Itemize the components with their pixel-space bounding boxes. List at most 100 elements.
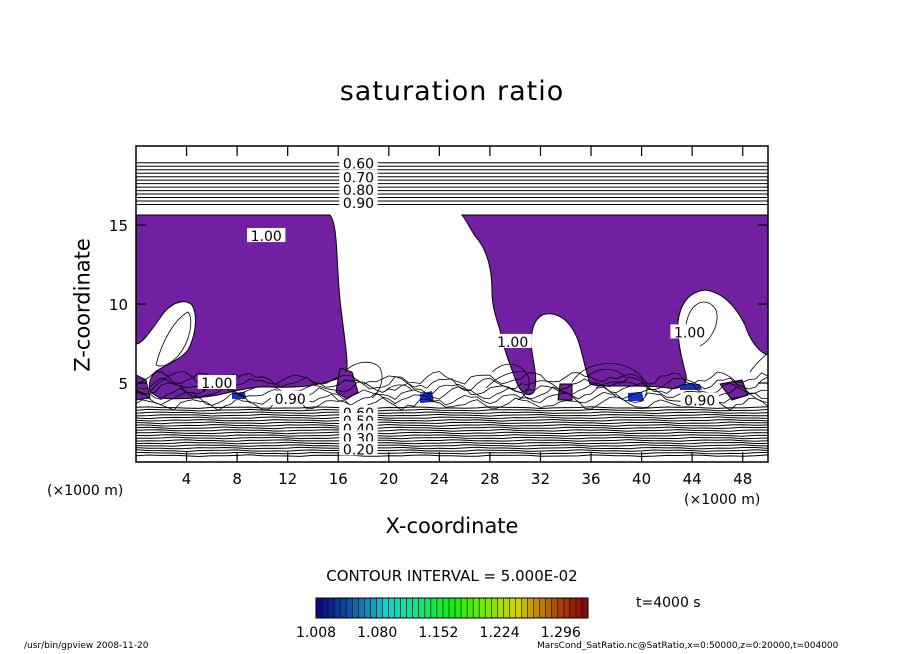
contour-line (136, 411, 768, 415)
contour-interval: CONTOUR INTERVAL = 5.000E-02 (326, 567, 578, 585)
colorbar-cell (406, 598, 413, 618)
x-tick-label: 32 (531, 470, 550, 488)
high-ratio-patch (628, 392, 644, 401)
x-tick-label: 8 (232, 470, 242, 488)
supersaturated-region (460, 214, 768, 396)
colorbar-cell (521, 598, 528, 618)
contour-line (685, 301, 718, 347)
x-tick-label: 4 (182, 470, 192, 488)
colorbar-tick-label: 1.152 (418, 625, 458, 641)
contour-line (136, 446, 768, 450)
colorbar-cell (515, 598, 522, 618)
y-tick-label: 5 (118, 375, 128, 393)
contour-label-bg (271, 390, 310, 405)
upper-contour-lines (136, 162, 768, 205)
supersaturated-region (719, 379, 749, 401)
colorbar-cell (455, 598, 462, 618)
colorbar-cell (442, 598, 449, 618)
contour-line (136, 423, 768, 427)
contour-line (595, 381, 641, 389)
colorbar-cell (334, 598, 341, 618)
footer-left: /usr/bin/gpview 2008-11-20 (24, 641, 149, 651)
plot-area: 0.600.700.800.901.001.000.901.001.000.90… (136, 155, 768, 458)
colorbar: 1.008 1.080 1.152 1.224 1.296 (296, 597, 589, 641)
contour-line (485, 371, 527, 389)
x-axis-ticks: 4 8 12 16 20 24 28 32 36 40 44 48 (182, 146, 752, 488)
contour-label: 0.60 (343, 156, 374, 172)
contour-line (136, 449, 768, 453)
contour-line (136, 376, 768, 391)
contour-label: 1.00 (251, 229, 282, 245)
colorbar-frame (315, 597, 589, 619)
colorbar-cell (527, 598, 534, 618)
contour-line (136, 444, 768, 447)
x-tick-label: 36 (581, 470, 600, 488)
colorbar-cell (479, 598, 486, 618)
colorbar-cell (509, 598, 516, 618)
footer-right: MarsCond_SatRatio.nc@SatRatio,x=0:50000,… (537, 641, 839, 651)
contour-line (136, 454, 768, 458)
contour-label-bg (339, 441, 378, 456)
colorbar-cell (358, 598, 365, 618)
contour-label-bg (339, 430, 378, 445)
colorbar-cell (340, 598, 347, 618)
contour-labels: 0.600.700.800.901.001.000.901.001.000.90… (197, 155, 719, 458)
contour-line (136, 391, 768, 406)
colorbar-cell (569, 598, 576, 618)
x-tick-label: 28 (480, 470, 499, 488)
y-axis-label: Z-coordinate (70, 238, 95, 372)
contour-label: 0.90 (275, 392, 306, 408)
contour-line (491, 363, 530, 401)
near-surface-contours (136, 301, 768, 411)
colorbar-cell (376, 598, 383, 618)
colorbar-tick-label: 1.296 (541, 625, 581, 641)
supersaturated-fill-layer (136, 214, 768, 403)
colorbar-cell (467, 598, 474, 618)
contour-line (136, 421, 768, 425)
y-tick-label: 15 (109, 217, 128, 235)
x-axis-label: X-coordinate (385, 514, 519, 538)
contour-line (571, 363, 648, 397)
colorbar-cell (418, 598, 425, 618)
contour-line (155, 311, 192, 367)
chart-title: saturation ratio (339, 76, 565, 107)
colorbar-cell (473, 598, 480, 618)
colorbar-cell (503, 598, 510, 618)
colorbar-cell (551, 598, 558, 618)
x-tick-label: 40 (632, 470, 651, 488)
contour-label: 1.00 (497, 335, 528, 351)
lower-contour-lines (136, 406, 768, 458)
colorbar-tick-label: 1.008 (296, 625, 336, 641)
x-tick-label: 24 (430, 470, 449, 488)
x-tick-label: 12 (278, 470, 297, 488)
colorbar-cell (412, 598, 419, 618)
contour-label-bg (197, 375, 237, 389)
colorbar-cell (563, 598, 570, 618)
contour-line (136, 439, 768, 442)
colorbar-cell (497, 598, 504, 618)
contour-label: 0.90 (684, 393, 715, 409)
colorbar-cell (388, 598, 395, 618)
colorbar-cell (316, 598, 323, 618)
contour-line (136, 451, 768, 455)
high-ratio-patch (232, 392, 246, 399)
colorbar-cell (352, 598, 359, 618)
contour-line (136, 386, 768, 401)
contour-line (136, 418, 768, 422)
contour-label: 1.00 (201, 376, 232, 392)
x-unit-right: (×1000 m) (684, 492, 761, 508)
contour-line (136, 431, 768, 435)
contour-line (136, 381, 768, 396)
contour-line (136, 408, 768, 412)
colorbar-cell (461, 598, 468, 618)
colorbar-tick-label: 1.224 (480, 625, 520, 641)
contour-label-bg (246, 228, 286, 243)
contour-line (587, 369, 627, 379)
contour-label: 1.00 (674, 325, 705, 341)
contour-line (136, 441, 768, 445)
colorbar-cell (424, 598, 431, 618)
x-unit-left: (×1000 m) (47, 483, 124, 499)
colorbar-cell (581, 598, 588, 618)
colorbar-cell (491, 598, 498, 618)
colorbar-cell (545, 598, 552, 618)
